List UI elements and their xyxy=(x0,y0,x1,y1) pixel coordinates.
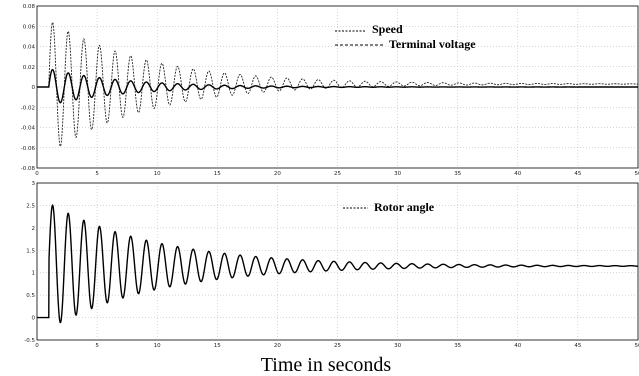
y-tick-label: 0.04 xyxy=(23,45,36,51)
x-tick-label: 20 xyxy=(274,343,281,349)
y-tick-label: 1 xyxy=(32,271,36,277)
x-tick-label: 25 xyxy=(334,343,341,349)
x-tick-label: 40 xyxy=(514,343,521,349)
y-tick-label: -0.02 xyxy=(21,105,35,111)
legend-label-terminal-voltage: Terminal voltage xyxy=(389,37,476,51)
x-tick-label: 15 xyxy=(214,343,221,349)
x-tick-label: 0 xyxy=(35,343,39,349)
series-line-speed xyxy=(37,68,638,104)
x-tick-label: 20 xyxy=(274,171,281,177)
legend-bottom: Rotor angle xyxy=(343,200,435,214)
x-axis-label: Time in seconds xyxy=(261,354,392,376)
x-tick-label: 35 xyxy=(454,171,461,177)
x-tick-label: 15 xyxy=(214,171,221,177)
y-tick-label: 0 xyxy=(32,85,36,91)
x-tick-label: 25 xyxy=(334,171,341,177)
y-tick-label: 2 xyxy=(32,226,36,232)
legend-label-speed: Speed xyxy=(372,22,403,36)
y-tick-label: 0.02 xyxy=(23,65,35,71)
x-tick-label: 10 xyxy=(154,343,161,349)
series-line-terminal-voltage xyxy=(37,21,638,147)
top-plot-speed-voltage: 0 5 10 15 20 25 30 35 40 45 50 -0.08 -0.06 -0.04 -0.02… xyxy=(21,4,639,177)
y-tick-label: 1.5 xyxy=(26,248,35,254)
y-tick-label: 3 xyxy=(32,181,36,187)
y-tick-label: -0.08 xyxy=(21,166,36,172)
x-tick-label: 30 xyxy=(394,343,401,349)
x-tick-label: 45 xyxy=(574,171,581,177)
x-tick-label: 45 xyxy=(574,343,581,349)
x-tick-label: 10 xyxy=(154,171,161,177)
y-tick-label: 0.08 xyxy=(23,4,36,10)
legend-label-rotor-angle: Rotor angle xyxy=(374,200,435,214)
y-tick-label: -0.06 xyxy=(21,146,36,152)
x-tick-label: 50 xyxy=(635,171,639,177)
y-tick-label: 0.5 xyxy=(26,293,35,299)
x-tick-label: 5 xyxy=(95,343,99,349)
y-tick-label: 0 xyxy=(32,316,36,322)
series-line-rotor-angle xyxy=(37,204,638,324)
y-tick-label: -0.04 xyxy=(21,126,36,132)
x-tick-label: 0 xyxy=(35,171,39,177)
bottom-plot-rotor-angle: 05101520253035404550-0.500.511.522.53 xyxy=(24,181,639,349)
y-tick-label: 2.5 xyxy=(26,203,35,209)
x-tick-label: 50 xyxy=(635,343,639,349)
x-tick-label: 5 xyxy=(95,171,99,177)
legend-top: Speed Terminal voltage xyxy=(335,22,476,51)
x-tick-label: 35 xyxy=(454,343,461,349)
y-tick-label: -0.5 xyxy=(24,338,35,344)
y-tick-label: 0.06 xyxy=(23,24,36,30)
x-tick-label: 40 xyxy=(514,171,521,177)
x-tick-label: 30 xyxy=(394,171,401,177)
